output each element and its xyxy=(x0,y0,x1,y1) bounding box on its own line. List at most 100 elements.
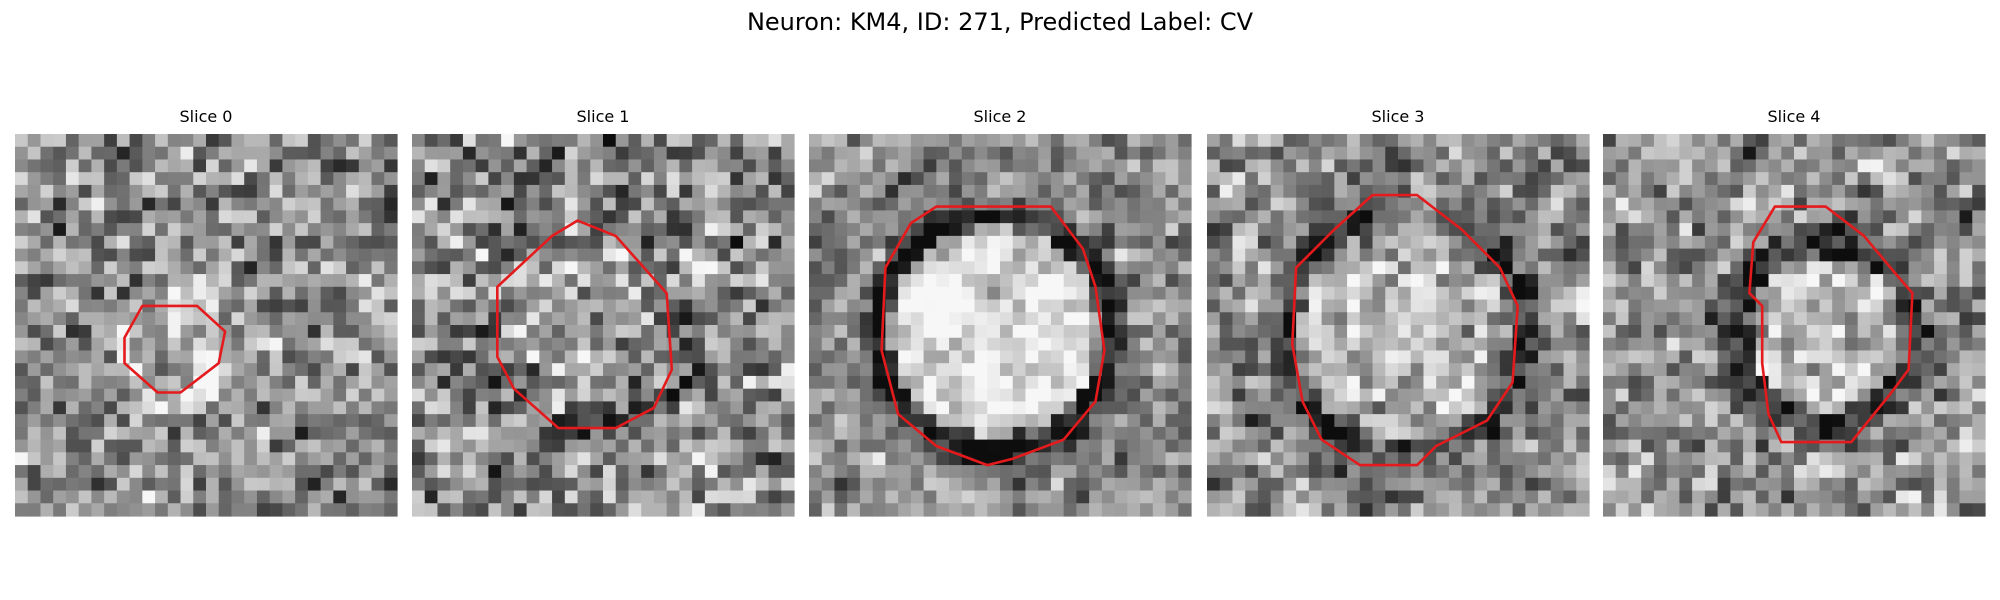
image-pixel xyxy=(320,312,334,326)
image-pixel xyxy=(1232,363,1246,377)
image-pixel xyxy=(155,439,169,453)
image-pixel xyxy=(781,375,795,390)
image-pixel xyxy=(1679,503,1693,517)
image-pixel xyxy=(371,337,385,352)
image-pixel xyxy=(462,286,477,301)
image-pixel xyxy=(872,465,886,479)
image-pixel xyxy=(704,490,719,504)
image-pixel xyxy=(1512,426,1526,441)
image-pixel xyxy=(1012,261,1027,275)
image-pixel xyxy=(603,210,617,224)
image-pixel xyxy=(78,184,92,199)
image-pixel xyxy=(539,452,553,466)
image-pixel xyxy=(1038,235,1052,250)
image-pixel xyxy=(961,146,976,161)
image-pixel xyxy=(1692,452,1706,466)
image-pixel xyxy=(1207,248,1221,262)
image-pixel xyxy=(1946,363,1961,377)
image-pixel xyxy=(1806,477,1821,492)
image-pixel xyxy=(1806,210,1821,224)
image-pixel xyxy=(1883,363,1897,377)
image-pixel xyxy=(1576,223,1590,237)
image-pixel xyxy=(53,325,67,339)
image-pixel xyxy=(53,248,67,262)
image-pixel xyxy=(1140,414,1154,428)
image-pixel xyxy=(333,375,347,390)
image-pixel xyxy=(590,350,604,364)
image-pixel xyxy=(1768,490,1782,504)
image-pixel xyxy=(358,248,373,262)
image-pixel xyxy=(847,261,861,275)
image-pixel xyxy=(641,337,655,352)
image-pixel xyxy=(603,286,617,301)
image-pixel xyxy=(462,312,477,326)
image-pixel xyxy=(768,223,782,237)
image-pixel xyxy=(1959,477,1973,492)
image-pixel xyxy=(564,210,579,224)
image-pixel xyxy=(1232,490,1246,504)
image-pixel xyxy=(590,235,604,250)
image-pixel xyxy=(282,477,296,492)
image-pixel xyxy=(78,452,92,466)
image-pixel xyxy=(462,503,477,517)
image-pixel xyxy=(424,490,439,504)
image-pixel xyxy=(1487,223,1501,237)
image-pixel xyxy=(1832,312,1846,326)
image-pixel xyxy=(974,184,988,199)
image-pixel xyxy=(526,426,540,441)
image-pixel xyxy=(1245,350,1259,364)
image-pixel xyxy=(1257,248,1272,262)
image-pixel xyxy=(333,210,347,224)
image-pixel xyxy=(539,465,553,479)
image-pixel xyxy=(1050,172,1065,186)
image-pixel xyxy=(1615,286,1630,301)
image-pixel xyxy=(1127,286,1141,301)
image-pixel xyxy=(987,261,1001,275)
image-pixel xyxy=(142,363,156,377)
image-pixel xyxy=(1050,375,1065,390)
image-pixel xyxy=(1347,414,1361,428)
image-pixel xyxy=(78,490,92,504)
image-pixel xyxy=(666,299,680,313)
image-pixel xyxy=(1870,452,1884,466)
image-pixel xyxy=(692,325,706,339)
image-pixel xyxy=(1308,312,1323,326)
panel-title: Slice 3 xyxy=(1372,107,1425,126)
image-pixel xyxy=(1844,274,1859,288)
image-pixel xyxy=(1321,375,1335,390)
image-pixel xyxy=(1563,261,1577,275)
image-pixel xyxy=(1499,235,1514,250)
image-pixel xyxy=(949,414,963,428)
image-pixel xyxy=(653,477,668,492)
image-pixel xyxy=(1000,210,1014,224)
image-pixel xyxy=(1410,261,1425,275)
image-pixel xyxy=(1870,414,1884,428)
image-pixel xyxy=(475,210,489,224)
image-pixel xyxy=(142,414,156,428)
image-pixel xyxy=(501,172,515,186)
image-pixel xyxy=(91,184,105,199)
image-pixel xyxy=(371,134,385,148)
image-pixel xyxy=(564,375,579,390)
image-pixel xyxy=(244,325,258,339)
image-pixel xyxy=(1794,388,1808,402)
image-pixel xyxy=(1895,388,1910,402)
image-pixel xyxy=(1025,350,1039,364)
image-pixel xyxy=(1934,337,1948,352)
image-pixel xyxy=(501,299,515,313)
image-pixel xyxy=(923,146,937,161)
image-pixel xyxy=(1550,439,1565,453)
image-pixel xyxy=(692,248,706,262)
image-pixel xyxy=(1050,286,1065,301)
image-pixel xyxy=(1653,312,1668,326)
image-pixel xyxy=(1921,465,1935,479)
image-pixel xyxy=(1308,350,1323,364)
image-pixel xyxy=(488,210,502,224)
image-pixel xyxy=(1270,363,1284,377)
image-pixel xyxy=(923,465,937,479)
image-pixel xyxy=(91,299,105,313)
image-pixel xyxy=(1448,210,1463,224)
image-pixel xyxy=(1359,375,1374,390)
image-pixel xyxy=(1603,261,1617,275)
image-pixel xyxy=(450,146,464,161)
